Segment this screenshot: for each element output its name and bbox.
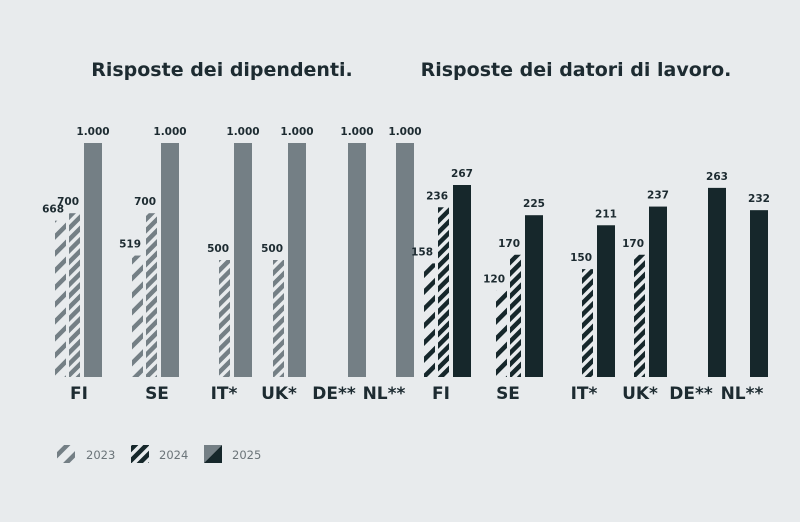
legend-item-2024: 2024 <box>131 445 188 463</box>
category-label-employers-de: DE** <box>669 384 713 404</box>
bar-employers-uk-2024 <box>634 254 645 377</box>
data-label-employers-se-2024: 170 <box>498 238 520 250</box>
bar-employers-it-2024 <box>582 269 593 377</box>
data-label-employers-se-2023: 120 <box>483 274 505 286</box>
data-label-employers-nl-2025: 232 <box>748 193 770 205</box>
bar-employers-fi-2024 <box>438 207 449 377</box>
data-label-employers-uk-2025: 237 <box>647 190 669 202</box>
legend-swatch-2025-employers <box>204 445 222 463</box>
category-label-employers-se: SE <box>496 384 520 404</box>
bar-employees-se-2023 <box>132 255 143 377</box>
bar-employees-se-2024 <box>146 213 157 377</box>
data-label-employers-fi-2025: 267 <box>451 168 473 180</box>
legend-label-2023: 2023 <box>86 448 115 462</box>
legend-item-2025: 2025 <box>204 445 261 463</box>
legend-item-2023: 2023 <box>57 445 115 463</box>
bar-employees-de-2025 <box>348 143 366 377</box>
data-label-employees-fi-2025: 1.000 <box>76 126 109 138</box>
category-label-employers-nl: NL** <box>721 384 764 404</box>
data-label-employees-fi-2023: 668 <box>42 204 64 216</box>
data-label-employers-fi-2024: 236 <box>426 190 448 202</box>
bar-employees-uk-2024 <box>273 260 284 377</box>
bar-employers-uk-2025 <box>649 206 667 377</box>
bar-employers-fi-2023 <box>424 263 435 377</box>
bar-employers-fi-2025 <box>453 185 471 377</box>
category-label-employees-de: DE** <box>312 384 356 404</box>
bar-employers-se-2024 <box>510 254 521 377</box>
bar-employees-fi-2024 <box>69 213 80 377</box>
category-label-employers-it: IT* <box>571 384 598 404</box>
category-label-employees-uk: UK* <box>261 384 297 404</box>
data-label-employers-uk-2024: 170 <box>622 238 644 250</box>
legend-label-2025: 2025 <box>232 448 261 462</box>
legend-label-2024: 2024 <box>159 448 188 462</box>
data-label-employers-it-2024: 150 <box>570 252 592 264</box>
data-label-employees-uk-2024: 500 <box>261 243 283 255</box>
bar-employees-se-2025 <box>161 143 179 377</box>
bar-employers-it-2025 <box>597 225 615 377</box>
data-label-employers-fi-2023: 158 <box>411 246 433 258</box>
bar-employees-it-2024 <box>219 260 230 377</box>
category-label-employees-se: SE <box>145 384 169 404</box>
bar-employers-se-2025 <box>525 215 543 377</box>
bar-employees-nl-2025 <box>396 143 414 377</box>
chart-employees: 6687001.000FI5197001.000SE5001.000IT*500… <box>42 126 422 404</box>
data-label-employers-de-2025: 263 <box>706 171 728 183</box>
bar-employers-de-2025 <box>708 187 726 377</box>
data-label-employees-fi-2024: 700 <box>57 196 79 208</box>
category-label-employees-it: IT* <box>211 384 238 404</box>
bar-employees-fi-2023 <box>55 220 66 377</box>
data-label-employees-it-2024: 500 <box>207 243 229 255</box>
category-label-employees-fi: FI <box>70 384 88 404</box>
category-label-employers-uk: UK* <box>622 384 658 404</box>
category-label-employees-nl: NL** <box>363 384 406 404</box>
bar-employees-it-2025 <box>234 143 252 377</box>
bar-employers-nl-2025 <box>750 210 768 377</box>
bar-employees-uk-2025 <box>288 143 306 377</box>
category-label-employers-fi: FI <box>432 384 450 404</box>
chart-title-employers: Risposte dei datori di lavoro. <box>421 59 732 81</box>
bar-employees-fi-2025 <box>84 143 102 377</box>
data-label-employees-se-2023: 519 <box>119 239 141 251</box>
bar-employers-se-2023 <box>496 290 507 377</box>
legend-swatch-2023 <box>57 445 75 463</box>
chart-title-employees: Risposte dei dipendenti. <box>91 59 353 81</box>
data-label-employees-it-2025: 1.000 <box>226 126 259 138</box>
data-label-employees-se-2024: 700 <box>134 196 156 208</box>
legend: 2023 2024 2025 <box>57 445 261 463</box>
data-label-employers-se-2025: 225 <box>523 198 545 210</box>
data-label-employees-uk-2025: 1.000 <box>280 126 313 138</box>
data-label-employees-se-2025: 1.000 <box>153 126 186 138</box>
data-label-employees-de-2025: 1.000 <box>340 126 373 138</box>
data-label-employers-it-2025: 211 <box>595 208 617 220</box>
legend-swatch-2024 <box>131 445 149 463</box>
data-label-employees-nl-2025: 1.000 <box>388 126 421 138</box>
